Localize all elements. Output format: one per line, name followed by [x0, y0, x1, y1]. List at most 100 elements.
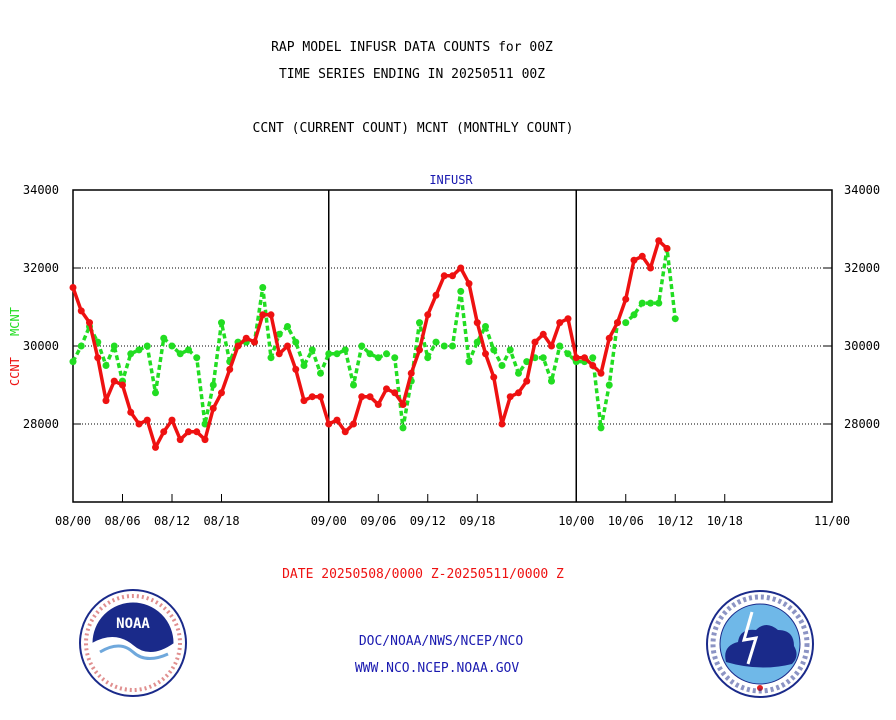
x-tick-label: 08/06: [104, 514, 140, 528]
noaa-logo-text: NOAA: [116, 616, 150, 632]
data-point-ccnt: [366, 393, 374, 401]
data-point-mcnt: [300, 362, 308, 369]
data-point-mcnt: [490, 346, 498, 354]
data-point-ccnt: [350, 420, 357, 428]
data-point-mcnt: [102, 362, 110, 369]
data-point-ccnt: [242, 334, 250, 342]
data-point-ccnt: [391, 389, 399, 397]
data-point-ccnt: [498, 420, 506, 428]
data-point-ccnt: [317, 393, 324, 401]
data-point-mcnt: [564, 350, 572, 358]
data-point-mcnt: [655, 299, 663, 307]
data-point-mcnt: [152, 389, 159, 397]
data-point-mcnt: [597, 424, 605, 432]
data-point-ccnt: [572, 354, 580, 362]
data-point-ccnt: [143, 416, 151, 424]
data-point-mcnt: [284, 323, 291, 330]
data-point-mcnt: [341, 346, 349, 354]
data-point-ccnt: [267, 311, 275, 319]
chart-subtitle: CCNT (CURRENT COUNT) MCNT (MONTHLY COUNT…: [253, 121, 574, 136]
data-point-ccnt: [341, 428, 349, 436]
y-tick-label-right: 32000: [844, 261, 880, 275]
data-point-ccnt: [292, 365, 300, 373]
y-tick-label-left: 32000: [23, 261, 59, 275]
data-point-ccnt: [300, 397, 308, 405]
data-point-mcnt: [523, 358, 531, 366]
y-tick-label-left: 28000: [23, 417, 59, 431]
data-point-ccnt: [259, 311, 267, 319]
data-point-mcnt: [317, 369, 324, 377]
data-point-ccnt: [531, 338, 539, 346]
data-point-ccnt: [193, 428, 201, 436]
y-tick-label-left: 34000: [23, 183, 59, 197]
data-point-mcnt: [457, 287, 465, 295]
data-point-ccnt: [160, 428, 168, 436]
x-tick-label: 09/06: [360, 514, 396, 528]
data-point-mcnt: [275, 330, 283, 338]
data-point-mcnt: [185, 346, 192, 354]
nws-logo: [706, 590, 814, 698]
data-point-ccnt: [407, 369, 415, 377]
data-point-ccnt: [226, 365, 234, 373]
data-point-ccnt: [581, 354, 588, 362]
data-point-ccnt: [325, 420, 333, 428]
data-point-mcnt: [201, 420, 209, 428]
data-point-mcnt: [556, 342, 564, 350]
data-point-ccnt: [663, 245, 671, 252]
chart-title-line2: TIME SERIES ENDING IN 20250511 00Z: [279, 67, 545, 82]
data-point-mcnt: [135, 346, 143, 354]
x-tick-label: 08/00: [55, 514, 91, 528]
data-point-mcnt: [399, 424, 407, 432]
data-point-mcnt: [449, 342, 456, 350]
data-point-ccnt: [209, 404, 217, 412]
data-point-ccnt: [515, 389, 522, 397]
data-point-ccnt: [308, 393, 316, 401]
y-tick-label-right: 28000: [844, 417, 880, 431]
data-point-ccnt: [614, 319, 621, 327]
data-point-ccnt: [234, 342, 242, 350]
data-point-ccnt: [218, 389, 225, 397]
data-point-ccnt: [589, 362, 597, 369]
data-point-mcnt: [350, 381, 357, 389]
noaa-logo: NOAA: [79, 589, 187, 697]
data-point-ccnt: [647, 264, 654, 272]
data-point-ccnt: [152, 443, 159, 451]
data-point-mcnt: [548, 377, 555, 385]
data-point-ccnt: [110, 377, 118, 385]
data-point-mcnt: [515, 369, 522, 377]
y-tick-label-left: 30000: [23, 339, 59, 353]
data-point-mcnt: [77, 342, 85, 350]
data-point-ccnt: [597, 369, 605, 377]
data-point-ccnt: [102, 397, 110, 405]
data-point-mcnt: [110, 342, 118, 350]
x-tick-label: 10/12: [657, 514, 693, 528]
data-point-mcnt: [416, 319, 423, 327]
data-point-mcnt: [69, 358, 77, 366]
data-point-mcnt: [325, 350, 333, 358]
series-mcnt: [69, 245, 679, 432]
data-point-mcnt: [622, 319, 630, 327]
data-point-mcnt: [391, 354, 399, 362]
data-point-ccnt: [473, 319, 481, 327]
data-point-ccnt: [638, 252, 646, 260]
x-tick-label: 09/12: [410, 514, 446, 528]
data-point-mcnt: [440, 342, 448, 350]
panel-label: INFUSR: [429, 173, 473, 187]
data-point-mcnt: [160, 334, 168, 342]
data-point-ccnt: [185, 428, 192, 436]
data-point-mcnt: [671, 315, 679, 323]
data-point-mcnt: [308, 346, 316, 354]
x-tick-label: 10/18: [707, 514, 743, 528]
x-tick-label: 08/18: [203, 514, 239, 528]
data-point-ccnt: [655, 237, 663, 245]
data-point-mcnt: [432, 338, 440, 346]
x-tick-label: 11/00: [814, 514, 850, 528]
data-point-ccnt: [449, 272, 456, 280]
data-point-ccnt: [506, 393, 514, 401]
data-point-ccnt: [135, 420, 143, 428]
data-point-ccnt: [69, 284, 77, 291]
data-point-ccnt: [490, 373, 498, 381]
data-point-mcnt: [358, 342, 366, 350]
data-point-ccnt: [457, 264, 465, 272]
data-point-mcnt: [267, 354, 275, 362]
